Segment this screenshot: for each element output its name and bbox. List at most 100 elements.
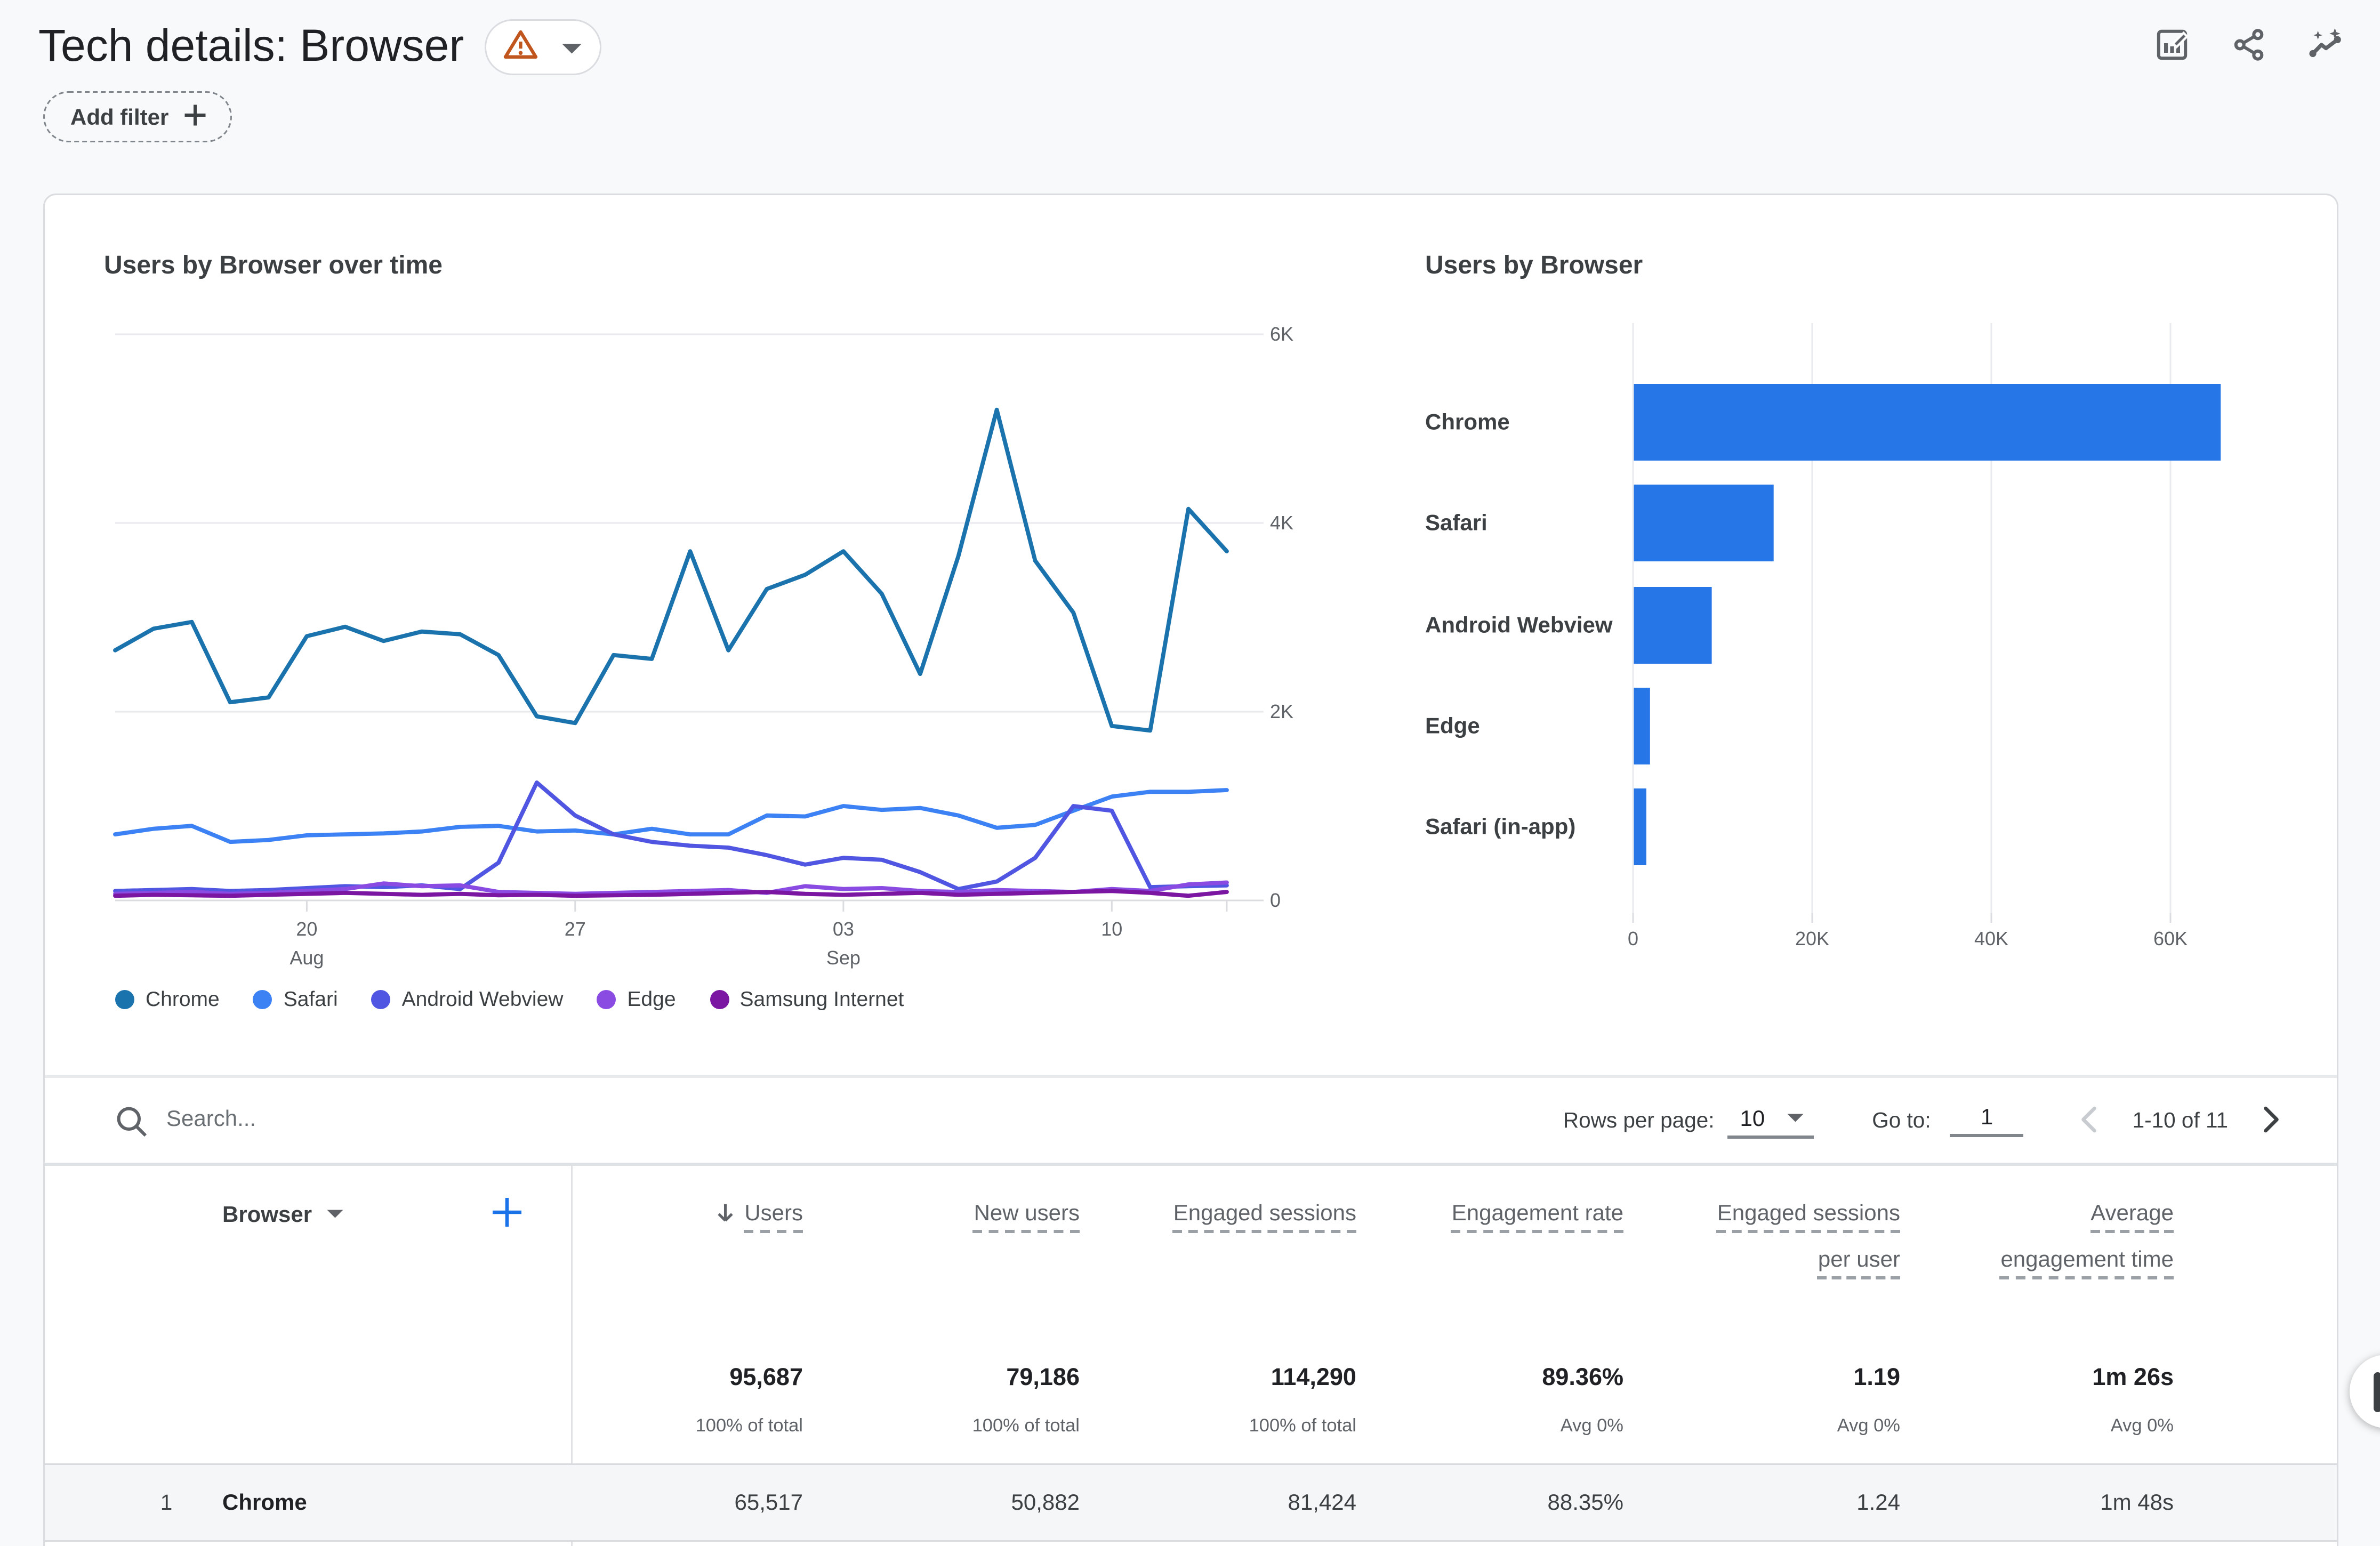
legend-dot-icon — [372, 989, 391, 1009]
legend-label: Samsung Internet — [740, 987, 904, 1011]
totals-users: 95,687100% of total — [531, 1359, 803, 1443]
x-axis-tick-label: Sep — [826, 947, 861, 969]
legend-item[interactable]: Samsung Internet — [710, 987, 904, 1011]
next-page-button[interactable] — [2250, 1100, 2289, 1139]
column-header-engaged-sessions-per-user[interactable]: Engaged sessions per user — [1715, 1190, 1900, 1283]
bar-category-label: Safari — [1425, 508, 1636, 538]
totals-new-users: 79,186100% of total — [808, 1359, 1080, 1443]
go-to-input[interactable]: 1 — [1950, 1103, 2024, 1137]
column-header-average-engagement-time[interactable]: Average engagement time — [1988, 1190, 2174, 1283]
legend-item[interactable]: Edge — [597, 987, 676, 1011]
legend-dot-icon — [710, 989, 729, 1009]
search-icon — [115, 1105, 147, 1145]
legend-dot-icon — [115, 989, 134, 1009]
totals-engagement-rate: 89.36%Avg 0% — [1352, 1359, 1623, 1443]
bar-edge — [1634, 688, 1650, 764]
x-axis-tick-label: 40K — [1974, 928, 2008, 949]
insights-button[interactable] — [2306, 26, 2345, 64]
line-series-safari — [115, 790, 1227, 842]
row-engaged-sessions-per-user: 1.24 — [1628, 1465, 1900, 1540]
totals-engaged-sessions: 114,290100% of total — [1084, 1359, 1356, 1443]
row-new-users: 50,882 — [808, 1465, 1080, 1540]
ga4-report-page: Tech details: Browser — [0, 0, 2380, 1546]
chevron-down-icon — [1787, 1113, 1805, 1122]
bar-android-webview — [1634, 587, 1712, 664]
x-axis-tick-label: 10 — [1101, 918, 1122, 940]
section-divider — [45, 1075, 2337, 1078]
section-divider — [45, 1163, 2337, 1166]
pagination-bar: Rows per page: 10 Go to: 1 1-10 of 11 — [1563, 1091, 2289, 1148]
header-actions — [2153, 26, 2345, 64]
x-axis-tick-label: 03 — [833, 918, 854, 940]
row-index: 1 — [146, 1465, 187, 1540]
search-input[interactable] — [166, 1094, 774, 1142]
bar-safari — [1634, 485, 1774, 561]
users-by-browser-over-time-chart: 6K 4K 2K 0 20 Aug 27 03 Sep 10 — [45, 195, 1340, 995]
legend-item[interactable]: Android Webview — [372, 987, 564, 1011]
bar-category-label: Android Webview — [1425, 610, 1636, 641]
chevron-down-icon — [326, 1209, 344, 1218]
y-axis-tick-label: 6K — [1270, 323, 1293, 345]
row-engagement-rate: 88.35% — [1352, 1465, 1623, 1540]
previous-page-button[interactable] — [2072, 1100, 2110, 1139]
legend-label: Chrome — [146, 987, 220, 1011]
share-icon — [2230, 26, 2268, 64]
row-users: 65,517 — [531, 1465, 803, 1540]
row-dimension: Chrome — [222, 1465, 307, 1540]
y-axis-tick-label: 0 — [1270, 889, 1281, 911]
users-by-browser-chart: 0 20K 40K 60K Chrome Safari Android Webview Edg… — [1372, 195, 2340, 995]
bar-category-label: Chrome — [1425, 407, 1636, 438]
legend-item[interactable]: Chrome — [115, 987, 220, 1011]
sort-desc-icon — [714, 1201, 738, 1225]
x-axis-tick-label: 20 — [296, 918, 317, 940]
share-button[interactable] — [2230, 26, 2268, 64]
legend-dot-icon — [253, 989, 272, 1009]
legend-label: Edge — [627, 987, 676, 1011]
x-axis-tick-label: 20K — [1795, 928, 1829, 949]
legend-item[interactable]: Safari — [253, 987, 338, 1011]
y-axis-tick-label: 2K — [1270, 700, 1293, 722]
column-header-users[interactable]: Users — [617, 1190, 803, 1241]
floating-action-button[interactable] — [2350, 1355, 2380, 1428]
column-header-engaged-sessions[interactable]: Engaged sessions — [1171, 1190, 1356, 1236]
x-axis-tick-label: 0 — [1628, 928, 1638, 949]
customize-report-button[interactable] — [2153, 26, 2191, 64]
plus-icon — [183, 102, 208, 132]
row-average-engagement-time: 1m 48s — [1902, 1465, 2174, 1540]
rows-per-page-select[interactable]: 10 — [1727, 1101, 1815, 1138]
bar-category-label: Edge — [1425, 711, 1636, 742]
table-row[interactable]: 1 Chrome 65,517 50,882 81,424 88.35% 1.2… — [45, 1463, 2337, 1542]
dimension-header-label: Browser — [222, 1201, 312, 1226]
chart-legend: Chrome Safari Android Webview Edge Samsung I… — [115, 987, 904, 1011]
x-axis-tick-label: 60K — [2153, 928, 2188, 949]
row-engaged-sessions: 81,424 — [1084, 1465, 1356, 1540]
warning-icon — [502, 27, 539, 67]
rows-per-page-label: Rows per page: — [1563, 1108, 1715, 1132]
page-title: Tech details: Browser — [38, 21, 464, 72]
line-series-chrome — [115, 410, 1227, 731]
legend-dot-icon — [597, 989, 616, 1009]
go-to-label: Go to: — [1872, 1108, 1931, 1132]
bar-chrome — [1634, 384, 2221, 461]
chevron-down-icon — [561, 35, 582, 59]
fab-glyph — [2374, 1372, 2380, 1412]
column-header-engagement-rate[interactable]: Engagement rate — [1438, 1190, 1623, 1236]
add-column-button[interactable] — [488, 1193, 526, 1231]
data-quality-badge[interactable] — [485, 19, 601, 75]
dimension-header-browser[interactable]: Browser — [222, 1190, 344, 1236]
x-axis-tick-label: 27 — [565, 918, 586, 940]
column-header-new-users[interactable]: New users — [894, 1190, 1080, 1236]
totals-average-engagement-time: 1m 26sAvg 0% — [1902, 1359, 2174, 1443]
legend-label: Android Webview — [402, 987, 564, 1011]
x-axis-tick-label: Aug — [290, 947, 324, 969]
insights-icon — [2306, 26, 2345, 64]
rows-per-page-value: 10 — [1740, 1105, 1765, 1130]
y-axis-tick-label: 4K — [1270, 512, 1293, 534]
totals-engaged-sessions-per-user: 1.19Avg 0% — [1628, 1359, 1900, 1443]
add-filter-label: Add filter — [70, 104, 168, 130]
pagination-range: 1-10 of 11 — [2133, 1108, 2228, 1132]
add-filter-button[interactable]: Add filter — [43, 91, 232, 142]
bar-category-label: Safari (in-app) — [1425, 812, 1636, 842]
report-card: Users by Browser over time 6K4K2K020Aug2… — [43, 194, 2338, 1546]
legend-label: Safari — [284, 987, 338, 1011]
